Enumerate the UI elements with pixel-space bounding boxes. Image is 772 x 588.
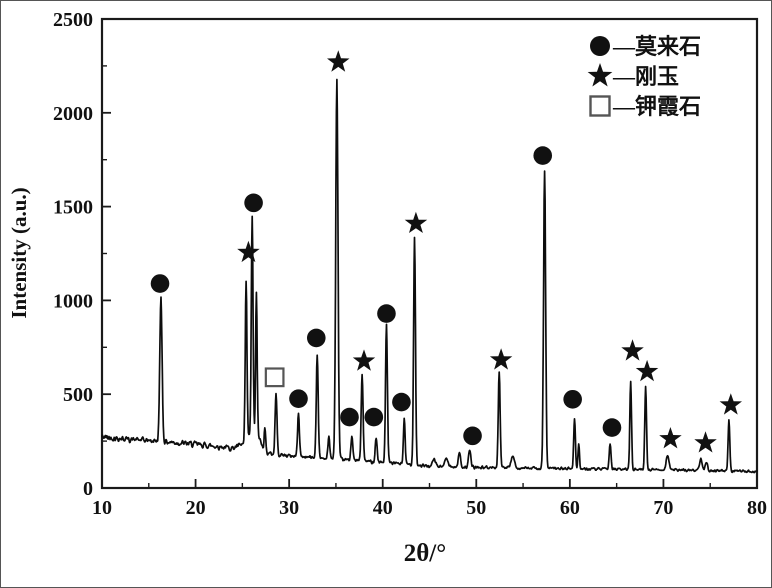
corundum-peak-marker xyxy=(694,431,717,453)
y-tick-label: 2000 xyxy=(53,103,93,125)
mullite-peak-marker xyxy=(533,146,553,165)
mullite-peak-marker xyxy=(306,328,326,348)
mullite-peak-marker xyxy=(392,392,411,412)
corundum-peak-marker xyxy=(237,240,260,263)
corundum-peak-marker xyxy=(719,393,742,415)
corundum-peak-marker xyxy=(404,211,428,233)
corundum-peak-marker xyxy=(659,427,682,449)
peak-markers xyxy=(150,50,742,453)
mullite-peak-marker xyxy=(563,389,582,409)
corundum-peak-marker xyxy=(635,359,659,382)
y-tick-label: 500 xyxy=(63,384,93,406)
mullite-peak-marker xyxy=(289,389,308,409)
mullite-peak-marker xyxy=(364,407,384,427)
mullite-peak-marker xyxy=(602,418,622,437)
mullite-marker-icon xyxy=(590,36,610,56)
mullite-peak-marker xyxy=(463,426,482,446)
x-tick-label: 10 xyxy=(92,497,112,519)
legend: —莫来石 —刚玉 —钾霞石 xyxy=(587,34,701,119)
diffraction-curve xyxy=(101,78,758,474)
x-tick-label: 30 xyxy=(279,497,299,519)
x-tick-label: 60 xyxy=(560,497,580,519)
x-axis-title: 2θ/° xyxy=(404,540,447,567)
legend-label-mullite: —莫来石 xyxy=(612,34,701,59)
mullite-peak-marker xyxy=(244,193,263,213)
corundum-marker-icon xyxy=(587,63,613,87)
x-tick-label: 70 xyxy=(653,497,673,519)
x-tick-label: 80 xyxy=(747,497,767,519)
axes: 10 20 30 40 50 60 70 80 0 500 1000 1500 2000 2500 xyxy=(53,9,767,519)
x-tick-label: 40 xyxy=(373,497,393,519)
y-tick-label: 1000 xyxy=(53,290,93,312)
corundum-peak-marker xyxy=(621,339,644,361)
y-tick-label: 0 xyxy=(83,478,93,500)
corundum-peak-marker xyxy=(489,348,513,370)
y-tick-label: 1500 xyxy=(53,197,93,219)
corundum-peak-marker xyxy=(352,349,376,371)
mullite-peak-marker xyxy=(377,304,396,323)
x-tick-label: 20 xyxy=(186,497,206,519)
legend-label-corundum: —刚玉 xyxy=(612,64,679,89)
x-tick-label: 50 xyxy=(466,497,486,519)
mullite-peak-marker xyxy=(150,274,170,293)
mullite-peak-marker xyxy=(340,407,359,427)
legend-label-kalsilite: —钾霞石 xyxy=(612,94,701,119)
kalsilite-peak-marker xyxy=(264,367,285,388)
kalsilite-marker-icon xyxy=(589,95,611,117)
corundum-peak-marker xyxy=(327,50,350,72)
y-axis-title: Intensity (a.u.) xyxy=(7,187,31,318)
y-tick-label: 2500 xyxy=(53,9,93,31)
